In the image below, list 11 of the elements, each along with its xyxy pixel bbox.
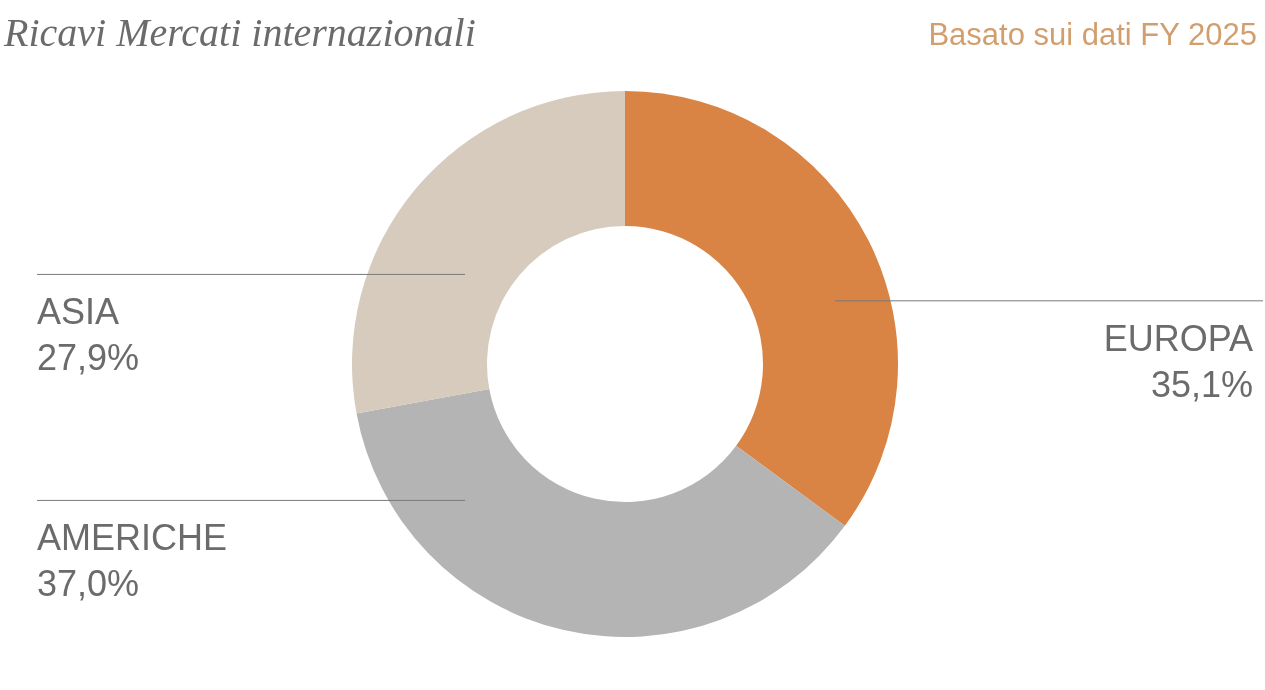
- donut-slice: [625, 91, 898, 526]
- data-label: 37,0%: [37, 563, 140, 605]
- donut-slice: [352, 91, 625, 414]
- slice-label: AMERICHE: [37, 517, 228, 559]
- slice-label: ASIA: [37, 291, 120, 333]
- chart-title: Ricavi Mercati internazionali: [3, 10, 476, 55]
- data-label: 35,1%: [1150, 363, 1253, 405]
- chart-subtitle: Basato sui dati FY 2025: [928, 17, 1257, 52]
- slice-label: EUROPA: [1103, 317, 1253, 359]
- data-label: 27,9%: [37, 337, 140, 379]
- donut-slice: [356, 389, 845, 637]
